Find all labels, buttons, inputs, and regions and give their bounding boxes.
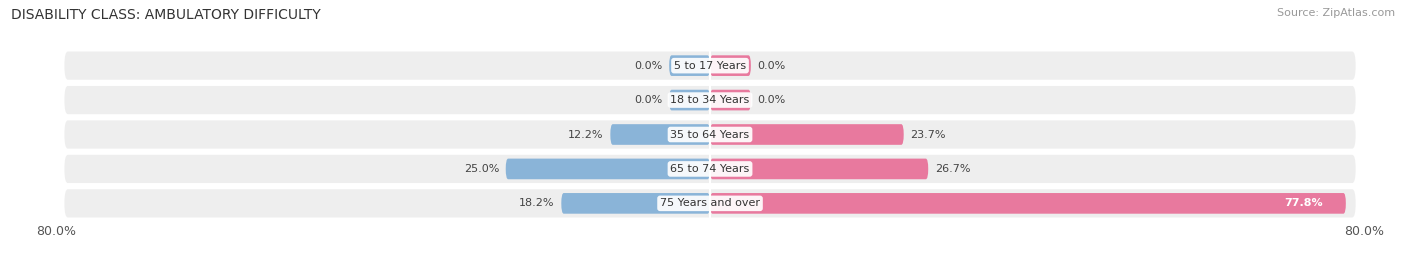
Text: 77.8%: 77.8% [1284, 198, 1323, 208]
Text: 23.7%: 23.7% [910, 129, 946, 140]
FancyBboxPatch shape [710, 193, 1346, 214]
FancyBboxPatch shape [610, 124, 710, 145]
Text: 5 to 17 Years: 5 to 17 Years [673, 61, 747, 71]
Text: 0.0%: 0.0% [634, 95, 662, 105]
Text: 0.0%: 0.0% [758, 95, 786, 105]
FancyBboxPatch shape [669, 90, 710, 110]
Text: 65 to 74 Years: 65 to 74 Years [671, 164, 749, 174]
FancyBboxPatch shape [669, 55, 710, 76]
FancyBboxPatch shape [65, 52, 1355, 80]
FancyBboxPatch shape [65, 155, 1355, 183]
Text: 26.7%: 26.7% [935, 164, 970, 174]
FancyBboxPatch shape [65, 86, 1355, 114]
Text: 12.2%: 12.2% [568, 129, 603, 140]
FancyBboxPatch shape [710, 90, 751, 110]
Text: 18.2%: 18.2% [519, 198, 555, 208]
FancyBboxPatch shape [710, 55, 751, 76]
Text: Source: ZipAtlas.com: Source: ZipAtlas.com [1277, 8, 1395, 18]
Text: DISABILITY CLASS: AMBULATORY DIFFICULTY: DISABILITY CLASS: AMBULATORY DIFFICULTY [11, 8, 321, 22]
FancyBboxPatch shape [561, 193, 710, 214]
FancyBboxPatch shape [710, 159, 928, 179]
FancyBboxPatch shape [65, 189, 1355, 217]
FancyBboxPatch shape [710, 124, 904, 145]
Text: 0.0%: 0.0% [758, 61, 786, 71]
Text: 35 to 64 Years: 35 to 64 Years [671, 129, 749, 140]
Text: 25.0%: 25.0% [464, 164, 499, 174]
Text: 0.0%: 0.0% [634, 61, 662, 71]
FancyBboxPatch shape [65, 121, 1355, 148]
FancyBboxPatch shape [506, 159, 710, 179]
Text: 18 to 34 Years: 18 to 34 Years [671, 95, 749, 105]
Text: 75 Years and over: 75 Years and over [659, 198, 761, 208]
